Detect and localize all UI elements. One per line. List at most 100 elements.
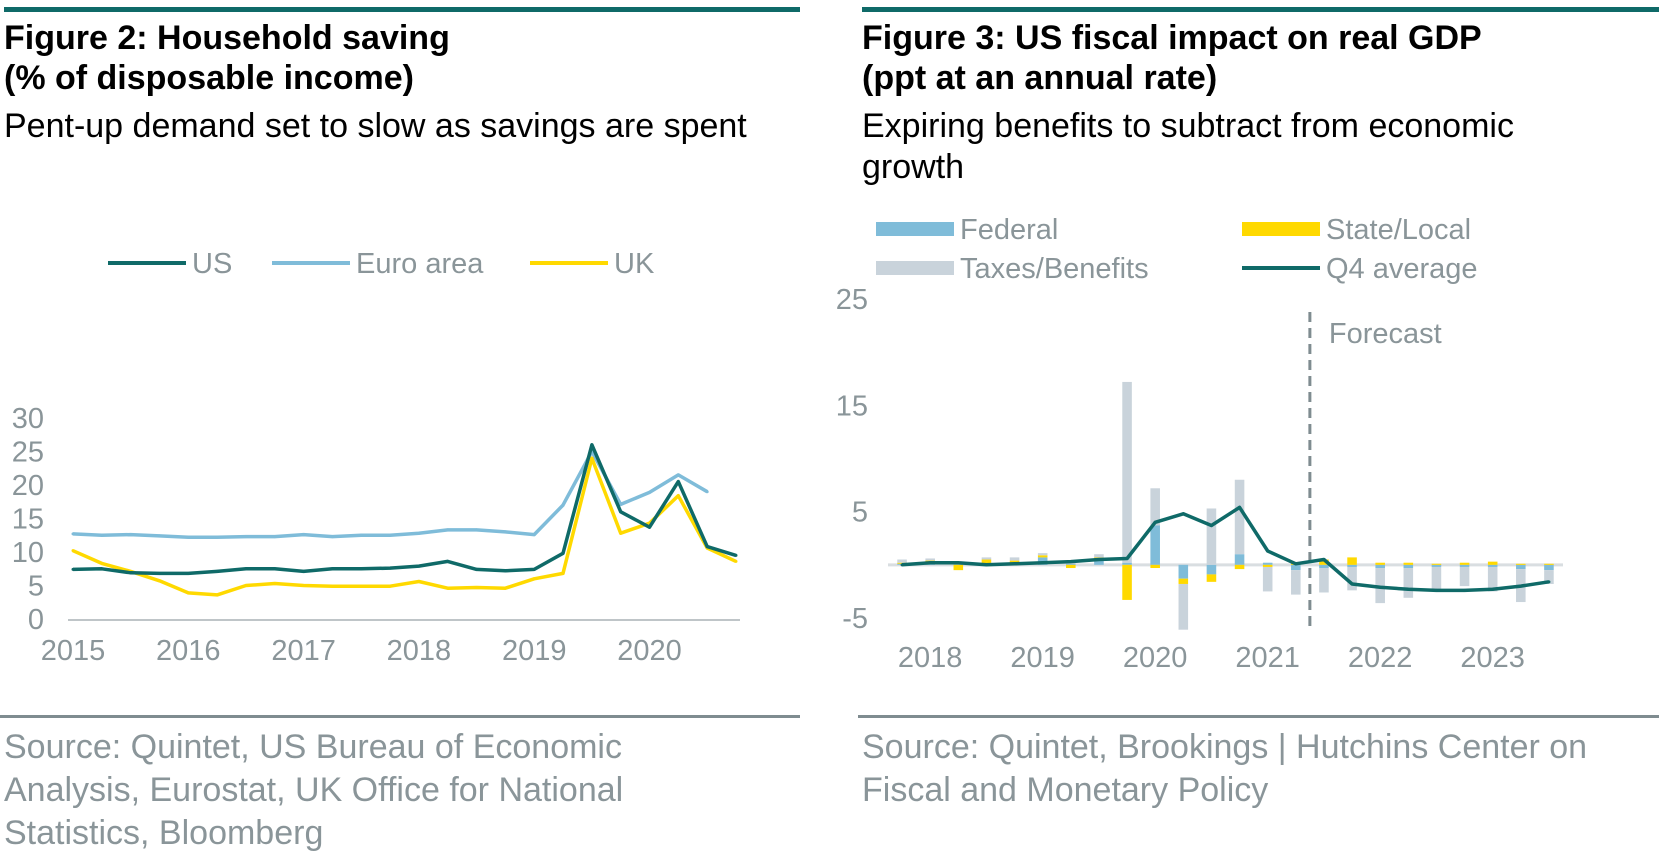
bar-federal (1403, 564, 1414, 569)
x-tick-label: 2016 (156, 635, 221, 667)
bar-taxes-benefits (1319, 568, 1329, 593)
bar-taxes-benefits (925, 558, 935, 561)
bar-federal (1431, 564, 1442, 567)
bar-federal (1347, 564, 1357, 567)
x-tick-label: 2021 (1235, 642, 1300, 674)
data-point-q4-average (1181, 512, 1185, 516)
legend-swatch-taxes-benefits (876, 261, 954, 275)
bar-federal (1150, 525, 1160, 565)
bar-taxes-benefits (1150, 488, 1160, 526)
bar-taxes-benefits (1206, 508, 1217, 565)
data-point-uk (503, 586, 507, 590)
data-point-q4-average (1266, 549, 1270, 553)
bar-state-local (953, 564, 964, 571)
data-point-euro-area (129, 533, 133, 537)
legend-label-us: US (192, 248, 232, 280)
data-point-us (503, 569, 507, 573)
data-point-q4-average (1069, 560, 1073, 564)
bar-federal (1291, 564, 1301, 571)
bar-state-local (1178, 578, 1189, 584)
data-point-uk (71, 549, 75, 553)
figure-2-title: Figure 2: Household saving (% of disposa… (4, 19, 450, 97)
data-point-us (590, 443, 594, 447)
bar-taxes-benefits (1122, 381, 1132, 563)
data-point-us (157, 571, 161, 575)
data-point-us (388, 566, 392, 570)
bar-state-local (1431, 563, 1442, 565)
bar-taxes-benefits (1094, 554, 1104, 558)
data-point-us (446, 559, 450, 563)
data-point-q4-average (1294, 562, 1298, 566)
bar-taxes-benefits (1487, 566, 1498, 592)
bar-state-local (1037, 555, 1048, 558)
data-point-uk (475, 586, 479, 590)
bar-state-local (1206, 574, 1217, 582)
figure-3-source: Source: Quintet, Brookings | Hutchins Ce… (862, 728, 1588, 809)
bar-state-local (1262, 564, 1273, 567)
data-point-euro-area (359, 533, 363, 537)
bar-taxes-benefits (981, 557, 992, 560)
data-point-euro-area (648, 490, 652, 494)
data-point-euro-area (446, 528, 450, 532)
data-point-us (619, 510, 623, 514)
data-point-uk (244, 584, 248, 587)
data-point-euro-area (503, 530, 507, 534)
bar-state-local (1487, 561, 1498, 565)
data-point-uk (676, 494, 680, 498)
data-point-q4-average (1547, 580, 1551, 584)
data-point-euro-area (475, 528, 479, 532)
bar-taxes-benefits (1347, 566, 1357, 591)
x-tick-label: 2018 (898, 642, 963, 674)
bar-taxes-benefits (1544, 570, 1554, 584)
data-point-uk (446, 586, 450, 590)
figure-2-panel: Figure 2: Household saving (% of disposa… (0, 0, 800, 857)
data-point-us (475, 567, 479, 571)
bar-state-local (1066, 564, 1076, 569)
data-point-q4-average (928, 561, 932, 565)
bar-federal (1487, 564, 1498, 567)
bar-federal (1319, 564, 1329, 569)
bar-federal (1516, 564, 1526, 570)
data-point-us (359, 567, 363, 571)
data-point-uk (330, 584, 334, 588)
data-point-q4-average (1041, 561, 1045, 565)
bar-federal (1262, 562, 1273, 565)
y-tick-label: 15 (836, 390, 868, 422)
x-tick-label: 2020 (617, 635, 682, 667)
legend-swatch-state-local (1242, 222, 1320, 236)
data-point-q4-average (1153, 520, 1157, 524)
y-tick-label: 15 (12, 504, 44, 536)
y-tick-label: 5 (28, 571, 44, 603)
data-point-us (330, 567, 334, 571)
bar-state-local (1459, 562, 1470, 565)
legend-label-q4-average: Q4 average (1326, 253, 1478, 285)
data-point-uk (302, 584, 306, 587)
legend-label-state-local: State/Local (1326, 214, 1471, 246)
y-tick-label: 25 (12, 437, 44, 469)
data-point-uk (417, 579, 421, 583)
series-line-us (72, 443, 737, 576)
bar-federal (1066, 563, 1076, 565)
data-point-uk (388, 584, 392, 588)
bar-state-local (1234, 564, 1245, 570)
data-point-us (244, 567, 248, 571)
data-point-q4-average (956, 561, 960, 565)
data-point-q4-average (1097, 558, 1101, 562)
bar-state-local (981, 559, 992, 564)
series-line-q4-average (901, 505, 1550, 593)
figure-3-panel: Figure 3: US fiscal impact on real GDP (… (836, 0, 1659, 857)
data-point-uk (100, 561, 104, 565)
legend-label-taxes-benefits: Taxes/Benefits (960, 253, 1149, 285)
bar-federal (1122, 562, 1132, 565)
data-point-us (417, 564, 421, 568)
data-point-uk (215, 593, 219, 597)
data-point-uk (561, 571, 565, 575)
bar-federal (1234, 554, 1245, 565)
data-point-us (561, 551, 565, 555)
y-tick-label: 10 (12, 537, 44, 569)
bar-taxes-benefits (1403, 568, 1414, 598)
top-rule (4, 7, 800, 12)
data-point-us (648, 525, 652, 529)
bar-taxes-benefits (1262, 566, 1273, 592)
